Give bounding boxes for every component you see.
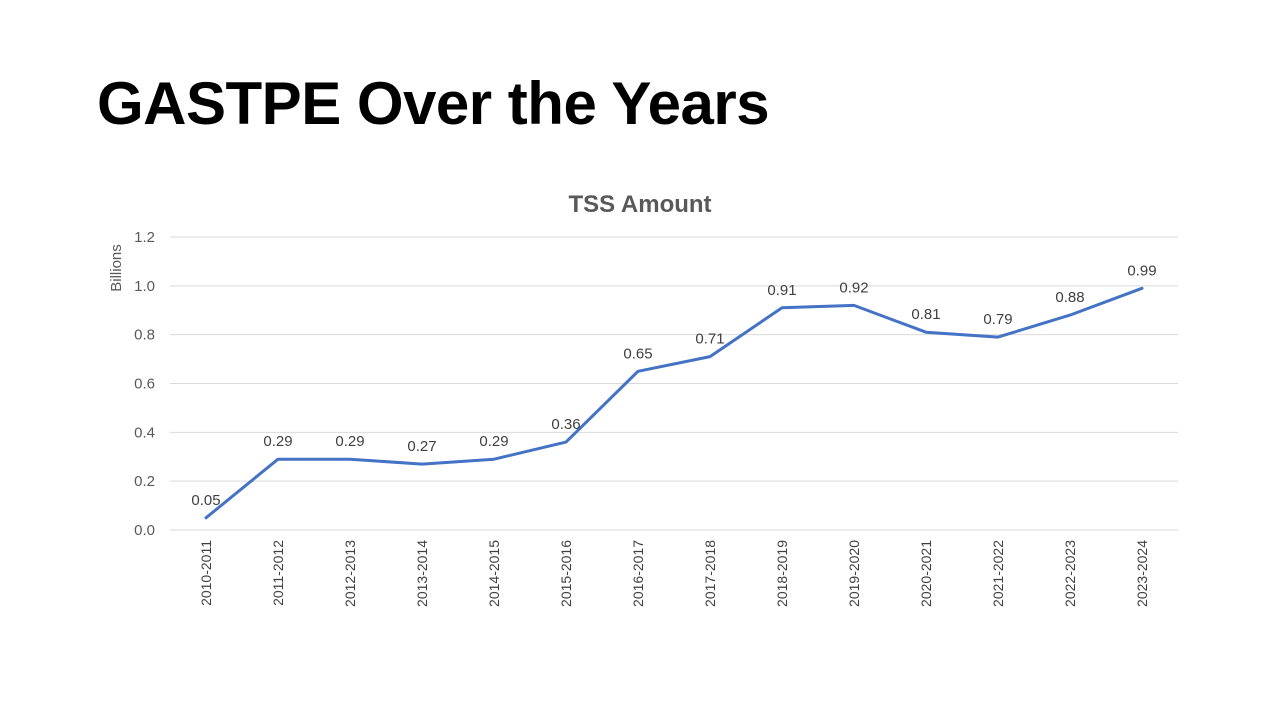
data-label: 0.81 — [911, 306, 940, 323]
gridlines — [170, 236, 1178, 531]
y-tick-label: 0.8 — [134, 327, 155, 344]
series-line — [204, 286, 1144, 520]
x-tick-label: 2011-2012 — [270, 540, 286, 606]
y-axis-ticks: 0.0 0.2 0.4 0.6 0.8 1.0 1.2 — [134, 229, 155, 539]
x-tick-label: 2015-2016 — [558, 540, 574, 607]
data-label: 0.05 — [191, 492, 220, 509]
y-axis-label: Billions — [108, 244, 125, 292]
slide-title: GASTPE Over the Years — [97, 70, 770, 137]
x-tick-label: 2013-2014 — [414, 540, 430, 607]
x-tick-label: 2021-2022 — [990, 540, 1006, 607]
y-tick-label: 0.6 — [134, 376, 155, 393]
x-tick-label: 2022-2023 — [1062, 540, 1078, 607]
data-labels: 0.05 0.29 0.29 0.27 0.29 0.36 0.65 0.71 0.91 0.92… — [191, 262, 1156, 509]
series-layer — [204, 286, 1144, 520]
data-label: 0.91 — [767, 282, 796, 299]
data-label: 0.29 — [335, 433, 364, 450]
y-tick-label: 0.0 — [134, 522, 155, 539]
x-axis-ticks: 2010-2011 2011-2012 2012-2013 2013-2014 2014… — [198, 540, 1150, 607]
x-tick-label: 2018-2019 — [774, 540, 790, 607]
data-label: 0.88 — [1055, 289, 1084, 306]
data-label: 0.29 — [479, 433, 508, 450]
data-label: 0.92 — [839, 279, 868, 296]
data-label: 0.36 — [551, 416, 580, 433]
x-tick-label: 2016-2017 — [630, 540, 646, 607]
x-tick-label: 2019-2020 — [846, 540, 862, 607]
data-label: 0.79 — [983, 311, 1012, 328]
chart-title: TSS Amount — [568, 191, 711, 218]
data-label: 0.65 — [623, 345, 652, 362]
y-tick-label: 0.2 — [134, 473, 155, 490]
x-tick-label: 2010-2011 — [198, 540, 214, 606]
data-label: 0.29 — [263, 433, 292, 450]
x-tick-label: 2014-2015 — [486, 540, 502, 607]
y-tick-label: 1.2 — [134, 229, 155, 246]
x-tick-label: 2017-2018 — [702, 540, 718, 607]
x-tick-label: 2023-2024 — [1134, 540, 1150, 607]
y-tick-label: 0.4 — [134, 424, 155, 441]
x-tick-label: 2020-2021 — [918, 540, 934, 607]
data-label: 0.71 — [695, 331, 724, 348]
data-label: 0.27 — [407, 438, 436, 455]
data-label: 0.99 — [1127, 262, 1156, 279]
x-tick-label: 2012-2013 — [342, 540, 358, 607]
y-tick-label: 1.0 — [134, 278, 155, 295]
